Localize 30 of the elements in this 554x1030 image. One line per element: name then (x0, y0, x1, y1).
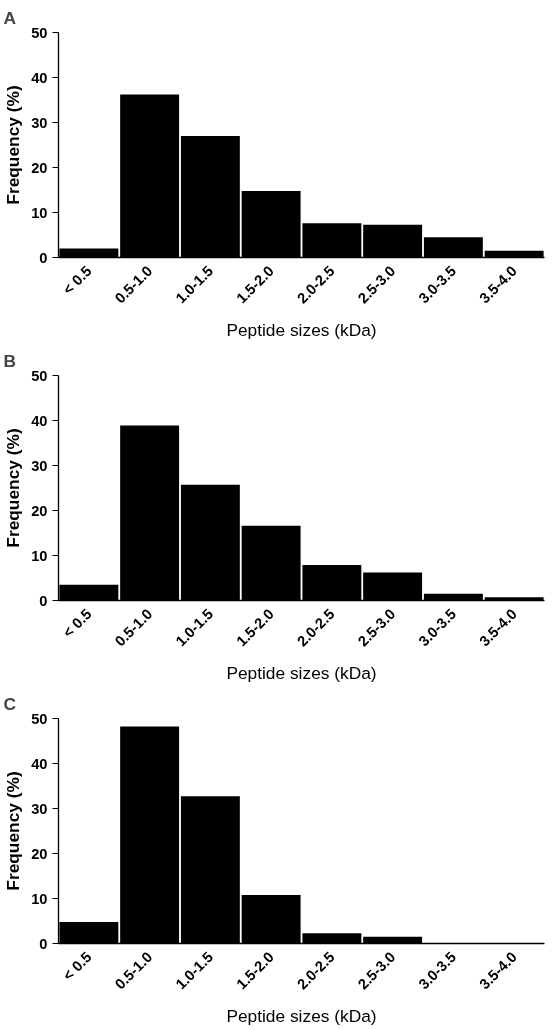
y-tick-label: 0 (39, 249, 48, 266)
x-tick-label: < 0.5 (59, 948, 95, 984)
chart-title: C (3, 693, 17, 714)
y-tick-label: 0 (39, 935, 48, 952)
y-tick-label: 40 (31, 412, 48, 429)
y-tick-label: 40 (31, 755, 48, 772)
y-axis-title: Frequency (%) (3, 771, 24, 891)
y-tick-label: 0 (39, 592, 48, 609)
x-axis-title: Peptide sizes (kDa) (226, 320, 377, 341)
y-tick-label: 30 (31, 114, 48, 131)
chart-title: B (3, 350, 17, 371)
y-tick-label: 20 (31, 159, 48, 176)
y-tick-label: 10 (31, 547, 48, 564)
x-tick-label: < 0.5 (59, 605, 95, 641)
y-tick-label: 50 (31, 367, 48, 384)
y-tick-label: 20 (31, 845, 48, 862)
y-tick-label: 40 (31, 69, 48, 86)
y-tick-label: 10 (31, 204, 48, 221)
y-axis-title: Frequency (%) (3, 428, 24, 548)
x-tick-label: < 0.5 (59, 262, 95, 298)
x-axis-title: Peptide sizes (kDa) (226, 1006, 377, 1027)
y-tick-label: 10 (31, 890, 48, 907)
x-axis-title: Peptide sizes (kDa) (226, 663, 377, 684)
y-tick-label: 50 (31, 24, 48, 41)
y-axis-title: Frequency (%) (3, 85, 24, 205)
chart-title: A (3, 7, 17, 28)
y-tick-label: 20 (31, 502, 48, 519)
y-tick-label: 30 (31, 457, 48, 474)
y-tick-label: 50 (31, 710, 48, 727)
y-tick-label: 30 (31, 800, 48, 817)
